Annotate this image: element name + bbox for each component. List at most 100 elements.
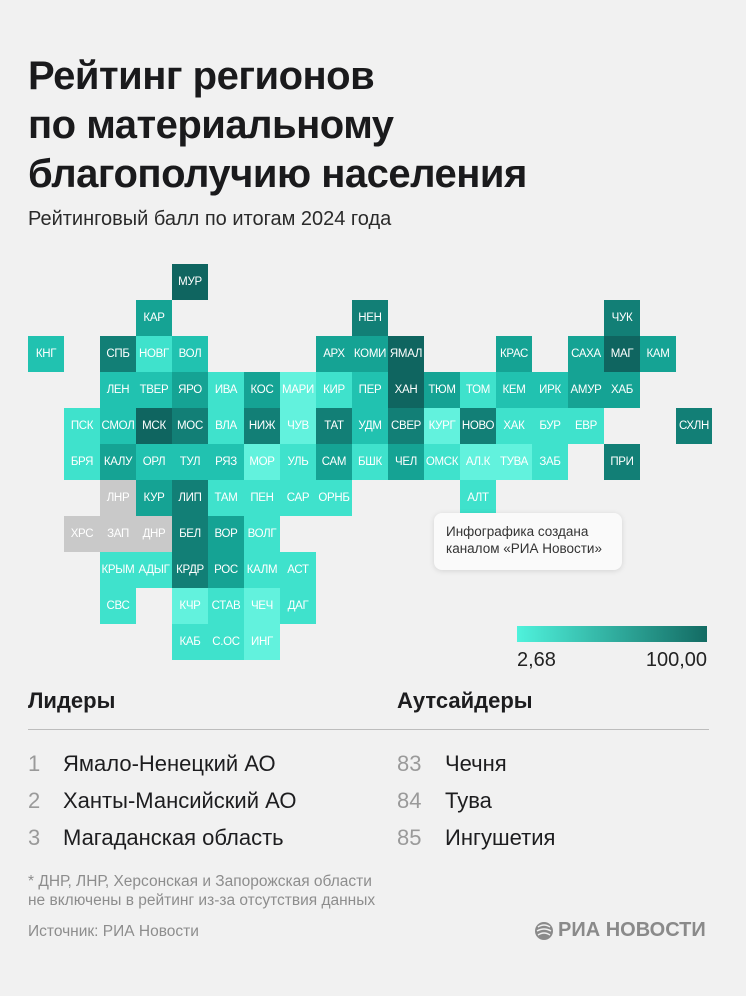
tile-map: МУР КАР НЕН ЧУК КНГ СПБ НОВГ ВОЛ АРХ КОМИ ЯМАЛ КРАС…: [28, 264, 712, 660]
region-tile: АДЫГ: [136, 552, 172, 588]
region-tile: ИРК: [532, 372, 568, 408]
region-name: Чечня: [445, 751, 507, 776]
region-tile: ТУВА: [496, 444, 532, 480]
leaders-heading: Лидеры: [28, 688, 116, 713]
info-note: Инфографика создана каналом «РИА Новости…: [434, 513, 622, 570]
rank: 84: [397, 788, 422, 813]
rank: 3: [28, 825, 41, 850]
region-tile: МАРИ: [280, 372, 316, 408]
region-tile: ЧУВ: [280, 408, 316, 444]
region-tile: АРХ: [316, 336, 352, 372]
region-tile: САМ: [316, 444, 352, 480]
region-tile: КОС: [244, 372, 280, 408]
region-tile: ВОЛГ: [244, 516, 280, 552]
outsiders-heading: Аутсайдеры: [397, 688, 533, 713]
region-tile: СВЕР: [388, 408, 424, 444]
region-tile: ХАН: [388, 372, 424, 408]
region-tile: ЗАБ: [532, 444, 568, 480]
region-tile: КЧР: [172, 588, 208, 624]
region-tile: ЕВР: [568, 408, 604, 444]
region-tile: МОС: [172, 408, 208, 444]
region-tile: ЯМАЛ: [388, 336, 424, 372]
region-tile: ЯРО: [172, 372, 208, 408]
region-tile: ПРИ: [604, 444, 640, 480]
region-tile: СХЛН: [676, 408, 712, 444]
region-tile: СТАВ: [208, 588, 244, 624]
footnote: * ДНР, ЛНР, Херсонская и Запорожская обл…: [28, 872, 375, 910]
region-tile: САХА: [568, 336, 604, 372]
region-tile: ПСК: [64, 408, 100, 444]
logo-text: РИА НОВОСТИ: [558, 919, 706, 941]
legend-color-scale: [517, 626, 707, 642]
region-tile: ИНГ: [244, 624, 280, 660]
region-tile: АЛ.К: [460, 444, 496, 480]
region-name: Магаданская область: [63, 825, 284, 850]
region-tile: КРАС: [496, 336, 532, 372]
region-tile: КИР: [316, 372, 352, 408]
region-tile: ЛЕН: [100, 372, 136, 408]
region-tile: МОР: [244, 444, 280, 480]
region-tile: ХАБ: [604, 372, 640, 408]
region-tile: ВОР: [208, 516, 244, 552]
region-tile: СМОЛ: [100, 408, 136, 444]
region-tile: ОМСК: [424, 444, 460, 480]
region-tile: КУРГ: [424, 408, 460, 444]
divider: [28, 729, 709, 730]
region-tile: БЕЛ: [172, 516, 208, 552]
region-tile: КОМИ: [352, 336, 388, 372]
region-tile: АСТ: [280, 552, 316, 588]
region-tile: КЕМ: [496, 372, 532, 408]
region-tile: СВС: [100, 588, 136, 624]
region-tile: СПБ: [100, 336, 136, 372]
region-tile: ЛНР: [100, 480, 136, 516]
region-tile: КАМ: [640, 336, 676, 372]
region-name: Ингушетия: [445, 825, 556, 850]
region-tile: ТУЛ: [172, 444, 208, 480]
region-tile: АМУР: [568, 372, 604, 408]
region-tile: БШК: [352, 444, 388, 480]
region-tile: КРЫМ: [100, 552, 136, 588]
region-tile: НЕН: [352, 300, 388, 336]
footnote-line: * ДНР, ЛНР, Херсонская и Запорожская обл…: [28, 873, 372, 890]
region-tile: ТВЕР: [136, 372, 172, 408]
rank: 1: [28, 751, 41, 776]
title-line: благополучию населения: [28, 152, 527, 196]
page-title: Рейтинг регионов по материальному благоп…: [28, 52, 527, 199]
region-tile: ОРНБ: [316, 480, 352, 516]
region-tile: ТАМ: [208, 480, 244, 516]
region-tile: ПЕН: [244, 480, 280, 516]
region-tile: ПЕР: [352, 372, 388, 408]
legend-max-label: 100,00: [645, 649, 707, 671]
region-tile: КАЛМ: [244, 552, 280, 588]
region-tile: БУР: [532, 408, 568, 444]
legend-min-label: 2,68: [517, 649, 556, 671]
region-tile: КАЛУ: [100, 444, 136, 480]
region-tile: ХРС: [64, 516, 100, 552]
region-name: Тува: [445, 788, 492, 813]
region-tile: ВОЛ: [172, 336, 208, 372]
info-note-line: каналом «РИА Новости»: [446, 541, 602, 556]
region-tile: КАБ: [172, 624, 208, 660]
region-tile: ЧЕЧ: [244, 588, 280, 624]
region-tile: УЛЬ: [280, 444, 316, 480]
region-tile: БРЯ: [64, 444, 100, 480]
region-tile: РЯЗ: [208, 444, 244, 480]
region-tile: ТЮМ: [424, 372, 460, 408]
subtitle: Рейтинговый балл по итогам 2024 года: [28, 208, 392, 230]
footnote-line: не включены в рейтинг из-за отсутствия д…: [28, 892, 376, 909]
rank: 83: [397, 751, 422, 776]
region-tile: НОВГ: [136, 336, 172, 372]
region-tile: С.ОС: [208, 624, 244, 660]
rank: 2: [28, 788, 41, 813]
region-tile: КАР: [136, 300, 172, 336]
region-tile: ЧЕЛ: [388, 444, 424, 480]
region-tile: КРДР: [172, 552, 208, 588]
region-tile: ХАК: [496, 408, 532, 444]
title-line: по материальному: [28, 103, 394, 147]
region-tile: ТАТ: [316, 408, 352, 444]
region-name: Ханты-Мансийский АО: [63, 788, 297, 813]
region-tile: ДАГ: [280, 588, 316, 624]
region-name: Ямало-Ненецкий АО: [63, 751, 276, 776]
info-note-line: Инфографика создана: [446, 524, 589, 539]
